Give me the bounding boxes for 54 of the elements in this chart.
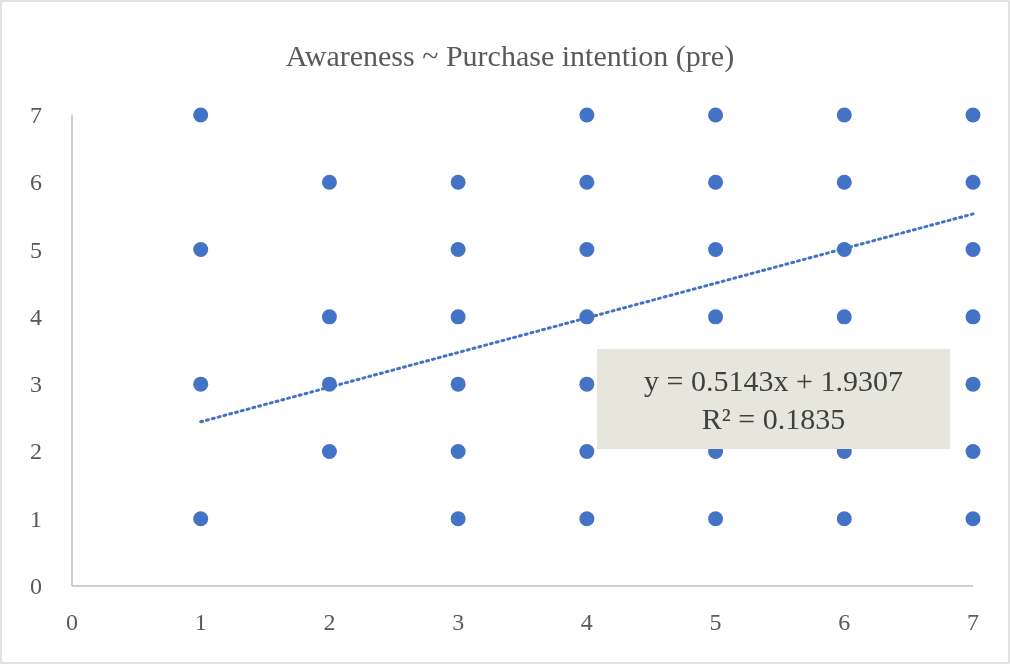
point: [321, 309, 337, 325]
point: [708, 174, 724, 190]
x-tick-label: 4: [580, 609, 593, 635]
point: [193, 242, 209, 258]
point: [965, 107, 981, 123]
point: [965, 242, 981, 258]
y-tick-label: 0: [30, 573, 42, 599]
point: [193, 107, 209, 123]
point: [708, 107, 724, 123]
point: [836, 309, 852, 325]
point: [450, 174, 466, 190]
point: [836, 107, 852, 123]
point: [579, 174, 595, 190]
point: [321, 443, 337, 459]
x-tick-label: 2: [323, 609, 336, 635]
x-tick-label: 3: [452, 609, 465, 635]
point: [321, 174, 337, 190]
y-tick-label: 7: [30, 102, 42, 128]
point: [965, 511, 981, 527]
point: [965, 174, 981, 190]
point: [450, 376, 466, 392]
point: [708, 309, 724, 325]
point: [450, 511, 466, 527]
point: [579, 242, 595, 258]
point: [450, 443, 466, 459]
y-tick-label: 5: [30, 236, 42, 263]
point: [708, 511, 724, 527]
point: [836, 511, 852, 527]
x-tick-label: 7: [967, 609, 979, 635]
annotation: y = 0.5143x + 1.9307: [644, 364, 903, 397]
point: [193, 376, 209, 392]
point: [450, 242, 466, 258]
y-tick-label: 4: [30, 303, 42, 330]
point: [579, 443, 595, 459]
point: [450, 309, 466, 325]
chart-title: Awareness ~ Purchase intention (pre): [285, 39, 735, 73]
point: [708, 242, 724, 258]
y-tick-label: 3: [30, 371, 42, 398]
x-tick-label: 5: [709, 609, 722, 635]
y-tick-label: 1: [30, 505, 42, 532]
point: [193, 511, 209, 527]
x-tick-label: 6: [838, 609, 851, 635]
point: [579, 107, 595, 123]
annotation: R² = 0.1835: [701, 402, 846, 435]
point: [965, 443, 981, 459]
y-tick-label: 2: [30, 438, 42, 465]
y-tick-label: 6: [30, 169, 42, 196]
x-tick-label: 1: [194, 609, 207, 635]
x-tick-label: 0: [66, 609, 78, 635]
point: [579, 511, 595, 527]
point: [965, 376, 981, 392]
point: [965, 309, 981, 325]
point: [579, 376, 595, 392]
point: [836, 174, 852, 190]
